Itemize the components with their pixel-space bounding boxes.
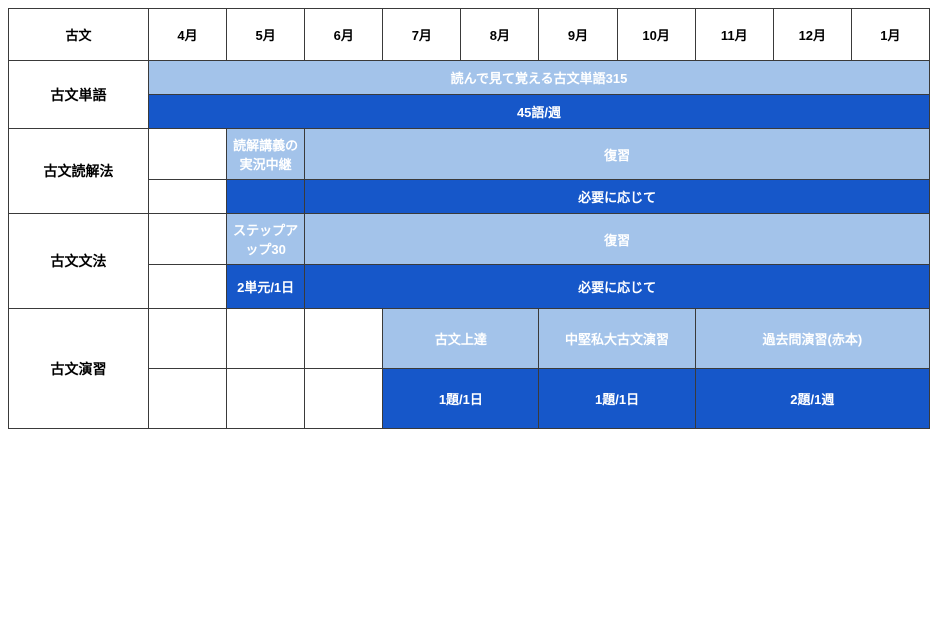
bar-segment: 復習 (305, 129, 930, 180)
empty-cell (227, 309, 305, 369)
month-header: 9月 (539, 9, 617, 61)
empty-cell (149, 265, 227, 309)
month-header: 1月 (851, 9, 929, 61)
month-header: 6月 (305, 9, 383, 61)
month-header: 7月 (383, 9, 461, 61)
empty-cell (149, 180, 227, 214)
row-dokkai-light: 古文読解法 読解講義の実況中継 復習 (9, 129, 930, 180)
empty-cell (305, 309, 383, 369)
month-header: 5月 (227, 9, 305, 61)
row-label: 古文読解法 (9, 129, 149, 214)
bar-segment: 復習 (305, 214, 930, 265)
schedule-chart: 古文 4月 5月 6月 7月 8月 9月 10月 11月 12月 1月 古文単語… (0, 0, 938, 627)
table-title: 古文 (9, 9, 149, 61)
bar-segment: 中堅私大古文演習 (539, 309, 695, 369)
row-label: 古文単語 (9, 61, 149, 129)
empty-cell (149, 129, 227, 180)
month-header: 12月 (773, 9, 851, 61)
month-header: 10月 (617, 9, 695, 61)
bar-segment: 必要に応じて (305, 180, 930, 214)
header-row: 古文 4月 5月 6月 7月 8月 9月 10月 11月 12月 1月 (9, 9, 930, 61)
bar-segment: 45語/週 (149, 95, 930, 129)
row-enshu-light: 古文演習 古文上達 中堅私大古文演習 過去問演習(赤本) (9, 309, 930, 369)
bar-segment: 過去問演習(赤本) (695, 309, 929, 369)
bar-segment: ステップアップ30 (227, 214, 305, 265)
row-bunpou-light: 古文文法 ステップアップ30 復習 (9, 214, 930, 265)
bar-segment: 2単元/1日 (227, 265, 305, 309)
month-header: 8月 (461, 9, 539, 61)
empty-cell (305, 369, 383, 429)
bar-segment: 2題/1週 (695, 369, 929, 429)
schedule-table: 古文 4月 5月 6月 7月 8月 9月 10月 11月 12月 1月 古文単語… (8, 8, 930, 429)
empty-cell (227, 369, 305, 429)
bar-segment: 読んで見て覚える古文単語315 (149, 61, 930, 95)
empty-cell (149, 214, 227, 265)
bar-segment: 必要に応じて (305, 265, 930, 309)
month-header: 4月 (149, 9, 227, 61)
bar-segment: 1題/1日 (539, 369, 695, 429)
bar-segment: 読解講義の実況中継 (227, 129, 305, 180)
row-label: 古文文法 (9, 214, 149, 309)
bar-segment: 古文上達 (383, 309, 539, 369)
empty-cell (149, 309, 227, 369)
row-kotan-tango-light: 古文単語 読んで見て覚える古文単語315 (9, 61, 930, 95)
bar-segment: 1題/1日 (383, 369, 539, 429)
row-label: 古文演習 (9, 309, 149, 429)
month-header: 11月 (695, 9, 773, 61)
bar-segment (227, 180, 305, 214)
empty-cell (149, 369, 227, 429)
